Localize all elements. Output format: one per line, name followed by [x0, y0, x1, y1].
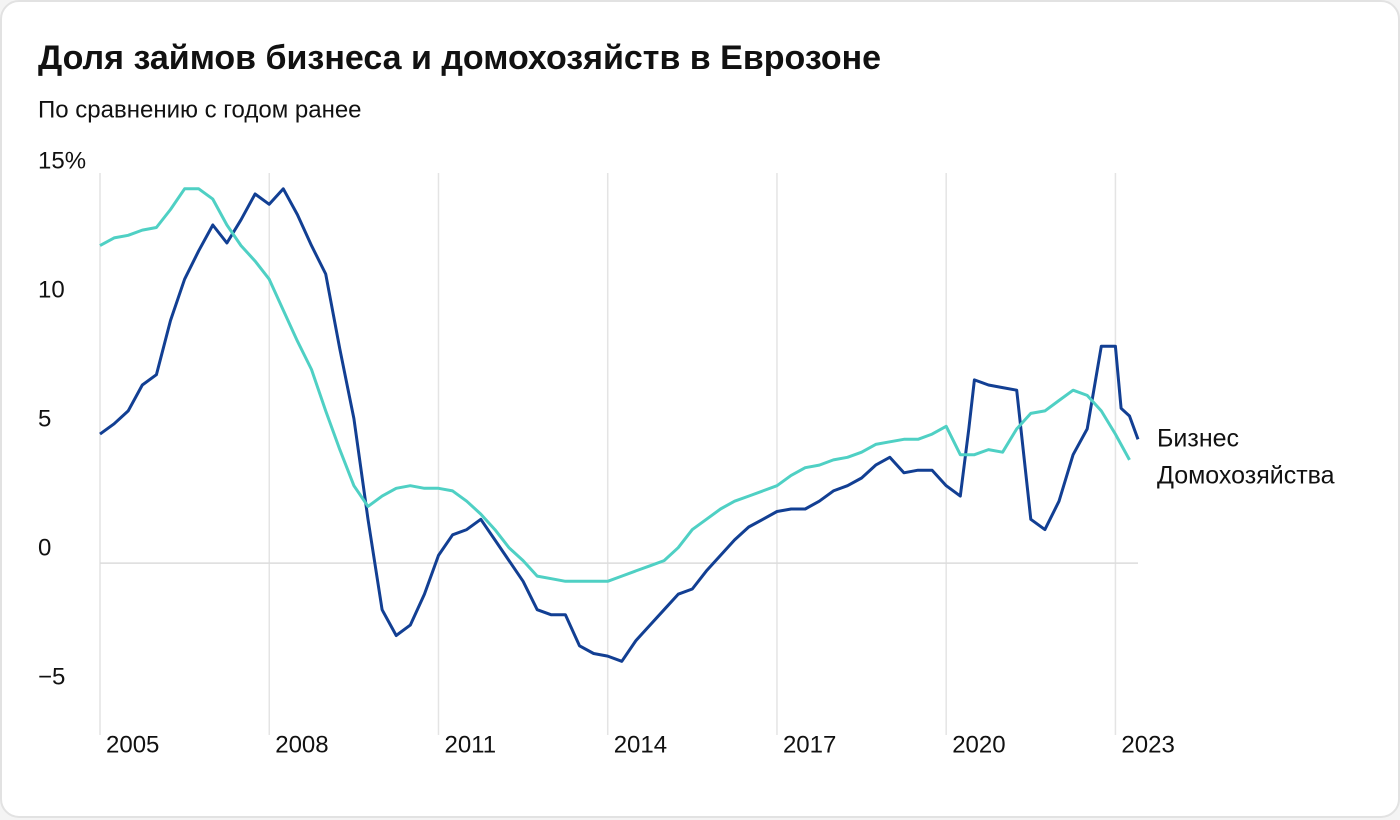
x-tick-label: 2020	[952, 731, 1005, 758]
series-line	[99, 187, 1131, 583]
chart-subtitle: По сравнению с годом ранее	[38, 96, 362, 123]
legend-label: Домохозяйства	[1157, 462, 1335, 490]
x-tick-label: 2008	[275, 731, 328, 758]
series-line	[99, 187, 1140, 663]
x-tick-label: 2017	[783, 731, 836, 758]
y-tick-label: 15%	[38, 147, 86, 174]
x-tick-label: 2023	[1121, 731, 1174, 758]
y-tick-label: 0	[38, 535, 51, 562]
x-tick-label: 2005	[106, 731, 159, 758]
x-tick-label: 2011	[444, 731, 496, 758]
y-tick-label: 10	[38, 276, 65, 303]
legend-label: Бизнес	[1157, 425, 1239, 453]
y-tick-label: 5	[38, 405, 51, 432]
chart-title: Доля займов бизнеса и домохозяйств в Евр…	[38, 39, 881, 77]
y-tick-label: −5	[38, 664, 65, 691]
x-tick-label: 2014	[614, 731, 667, 758]
